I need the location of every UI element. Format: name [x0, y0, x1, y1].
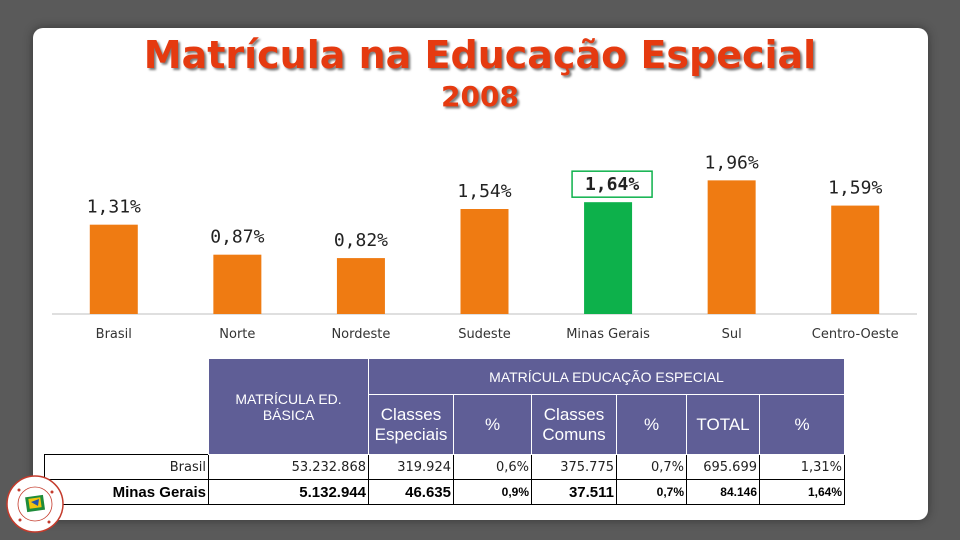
bar-chart: 1,31% Brasil 0,87% Norte 0,82% Nordeste 1,54% S… — [52, 152, 917, 342]
cell-pct: 0,7% — [616, 454, 687, 480]
highlight-label-box — [571, 170, 653, 198]
cell-pct: 0,6% — [453, 454, 532, 480]
cell-total: 84.146 — [686, 479, 760, 505]
x-tick-label: Minas Gerais — [566, 327, 650, 342]
header-special-enrollment: MATRÍCULA EDUCAÇÃO ESPECIAL — [368, 358, 845, 395]
cell-total: 695.699 — [686, 454, 760, 480]
data-label: 1,96% — [705, 152, 759, 173]
cell-especiais: 319.924 — [368, 454, 454, 480]
x-tick-label: Sul — [722, 327, 742, 342]
subheader-total: TOTAL — [686, 394, 760, 455]
subheader-percent-1: % — [453, 394, 532, 455]
data-label: 1,59% — [828, 178, 882, 199]
table-corner — [45, 359, 209, 455]
bar — [336, 258, 385, 314]
x-tick-label: Brasil — [96, 327, 132, 342]
table-row: Brasil 53.232.868 319.924 0,6% 375.775 0… — [44, 454, 845, 480]
bar — [89, 224, 138, 314]
cell-pct: 1,31% — [759, 454, 845, 480]
header-basic-enrollment: MATRÍCULA ED. BÁSICA — [208, 358, 369, 455]
subheader-classes-comuns: Classes Comuns — [531, 394, 617, 455]
bar — [707, 180, 756, 314]
cell-basic: 53.232.868 — [208, 454, 369, 480]
cell-basic: 5.132.944 — [208, 479, 369, 505]
bar — [584, 202, 633, 314]
cell-especiais: 46.635 — [368, 479, 454, 505]
bar — [831, 205, 880, 314]
data-label: 0,82% — [334, 230, 388, 251]
data-label: 1,64% — [585, 174, 639, 195]
slide-title: Matrícula na Educação Especial — [143, 33, 817, 77]
cell-pct: 0,7% — [616, 479, 687, 505]
subheader-percent-2: % — [616, 394, 687, 455]
row-label: Brasil — [44, 454, 209, 480]
data-label: 1,31% — [87, 197, 141, 218]
table-row: Minas Gerais 5.132.944 46.635 0,9% 37.51… — [44, 479, 845, 505]
x-tick-label: Sudeste — [458, 327, 511, 342]
bar — [460, 209, 509, 314]
enrollment-table: MATRÍCULA ED. BÁSICA MATRÍCULA EDUCAÇÃO … — [44, 358, 845, 505]
row-label: Minas Gerais — [44, 479, 209, 505]
subheader-classes-especiais: Classes Especiais — [368, 394, 454, 455]
cell-pct: 0,9% — [453, 479, 532, 505]
bar — [213, 254, 262, 314]
x-tick-label: Nordeste — [331, 327, 390, 342]
x-tick-label: Centro-Oeste — [812, 327, 899, 342]
data-label: 0,87% — [210, 227, 264, 248]
cell-pct: 1,64% — [759, 479, 845, 505]
subheader-percent-3: % — [759, 394, 845, 455]
data-label: 1,54% — [457, 181, 511, 202]
cell-comuns: 375.775 — [531, 454, 617, 480]
slide-subtitle: 2008 — [441, 80, 519, 113]
cell-comuns: 37.511 — [531, 479, 617, 505]
plano-decenal-logo — [6, 475, 64, 533]
x-tick-label: Norte — [219, 327, 255, 342]
